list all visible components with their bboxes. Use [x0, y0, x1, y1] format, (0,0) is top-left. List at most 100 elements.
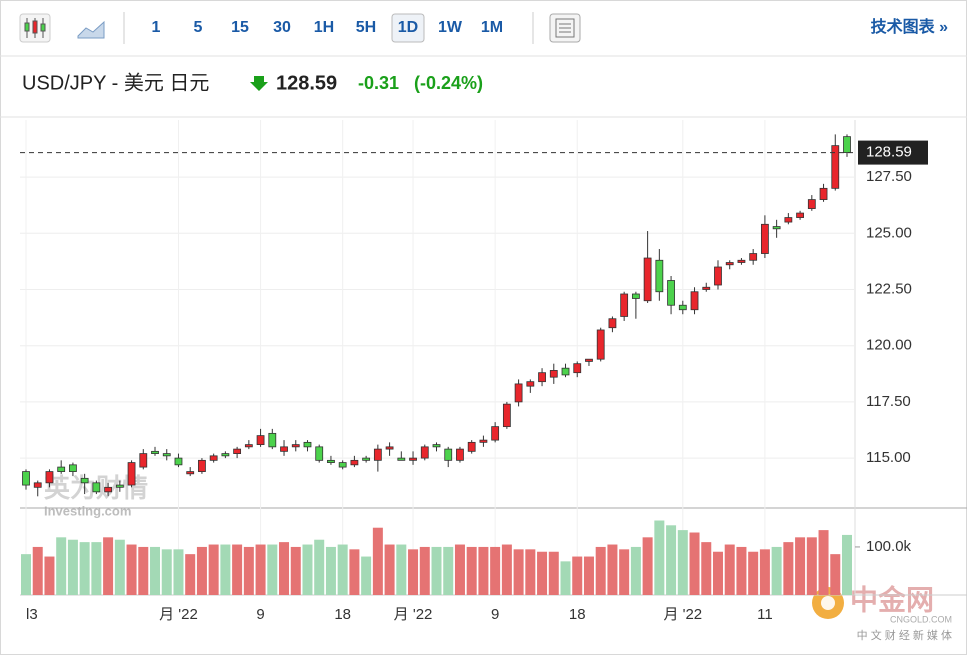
active-interval: [391, 13, 425, 43]
volume-tick-label: 100.0k: [866, 538, 912, 555]
candle-body: [291, 444, 300, 448]
volume-bar: [114, 539, 125, 595]
toolbar: 技术图表 »: [19, 12, 948, 44]
volume-bar: [572, 556, 583, 595]
candle-body: [585, 358, 593, 362]
y-tick-label: 125.00: [866, 224, 912, 241]
corner-brand: 中金网: [850, 583, 934, 615]
candle-body: [655, 259, 664, 293]
volume-bar: [138, 546, 149, 595]
candle-body: [737, 259, 746, 263]
candle-body: [221, 453, 230, 457]
volume-bar: [384, 544, 395, 595]
volume-bar: [806, 537, 817, 595]
volume-bar: [842, 534, 852, 595]
volume-bar: [372, 527, 383, 595]
candle-body: [385, 446, 394, 450]
volume-bar: [290, 546, 301, 595]
volume-bar: [243, 546, 254, 595]
watermark-site: Investing.com: [44, 503, 131, 518]
y-tick-label: 122.50: [866, 280, 912, 297]
interval-button[interactable]: 15: [231, 19, 249, 36]
candle-body: [444, 448, 453, 461]
candle-body: [643, 257, 652, 302]
candle-body: [397, 457, 406, 461]
volume-bar: [630, 546, 641, 595]
volume-bar: [560, 561, 571, 595]
volume-bar: [302, 544, 313, 595]
volume-bar: [67, 539, 78, 595]
candle-body: [514, 383, 523, 403]
symbol: USD/JPY - 美元 日元: [22, 71, 209, 94]
volume-bar: [830, 554, 841, 595]
interval-button[interactable]: 30: [273, 19, 291, 36]
candle-body: [631, 293, 640, 299]
corner-tagline: 中 文 财 经 新 媒 体: [857, 628, 952, 642]
volume-bar: [759, 549, 770, 595]
x-tick-label: 18: [569, 606, 586, 623]
interval-button[interactable]: 5H: [356, 19, 376, 36]
interval-button[interactable]: 5: [194, 19, 203, 36]
volume-bar: [161, 549, 172, 595]
volume-bar: [537, 551, 548, 595]
candle-body: [162, 453, 171, 457]
volume-bar: [103, 537, 114, 595]
volume-bar: [783, 542, 794, 595]
area-icon[interactable]: [77, 20, 105, 39]
volume-bar: [126, 544, 137, 595]
candle-body: [127, 462, 136, 486]
volume-bar: [196, 546, 207, 595]
candle-body: [69, 464, 77, 472]
volume-bar: [279, 542, 290, 595]
candle-body: [315, 446, 324, 461]
volume-bar: [431, 546, 442, 595]
volume-bar: [44, 556, 55, 595]
volume-bar: [607, 544, 618, 595]
candle-body: [244, 444, 253, 448]
candle-body: [373, 448, 382, 461]
candle-body: [151, 450, 159, 454]
volume-bar: [513, 549, 524, 595]
volume-bar: [208, 544, 219, 595]
volume-bar: [525, 549, 536, 595]
candle-body: [678, 304, 687, 311]
change: -0.31: [358, 73, 399, 93]
volume-bar: [396, 544, 407, 595]
volume-bar: [267, 544, 278, 595]
interval-button[interactable]: 1H: [314, 19, 334, 36]
y-tick-label: 127.50: [866, 168, 912, 185]
interval-button[interactable]: 1: [152, 19, 161, 36]
candle-body: [702, 286, 711, 290]
candle-body: [761, 223, 769, 254]
candle-body: [538, 372, 546, 383]
volume-bar: [736, 546, 747, 595]
candle-body: [784, 217, 793, 223]
interval-button[interactable]: 1M: [481, 19, 503, 36]
volume-bar: [79, 542, 90, 595]
interval-button[interactable]: 1D: [398, 19, 418, 36]
candle-body: [620, 293, 629, 317]
candle-body: [749, 253, 758, 261]
volume-bar: [91, 542, 102, 595]
candle-body: [33, 482, 42, 488]
candle-body: [92, 482, 101, 493]
technical-chart-link[interactable]: 技术图表 »: [871, 17, 948, 36]
interval-button[interactable]: 1W: [438, 19, 463, 36]
x-tick-label: 9: [256, 606, 264, 623]
candle-body: [596, 329, 605, 360]
x-tick-label: 月 '22: [663, 606, 702, 623]
candle-body: [432, 444, 441, 448]
candle-body: [350, 459, 359, 466]
candle-body: [209, 455, 218, 461]
candle-body: [549, 370, 558, 378]
y-tick-label: 120.00: [866, 337, 912, 354]
candle-body: [819, 187, 828, 200]
volume-bar: [548, 551, 559, 595]
candle-body: [174, 457, 183, 466]
candle-body: [186, 471, 195, 475]
volume-bar: [185, 554, 196, 595]
volume-bar: [325, 546, 336, 595]
x-tick-label: 18: [334, 606, 351, 623]
volume-bar: [32, 546, 43, 595]
